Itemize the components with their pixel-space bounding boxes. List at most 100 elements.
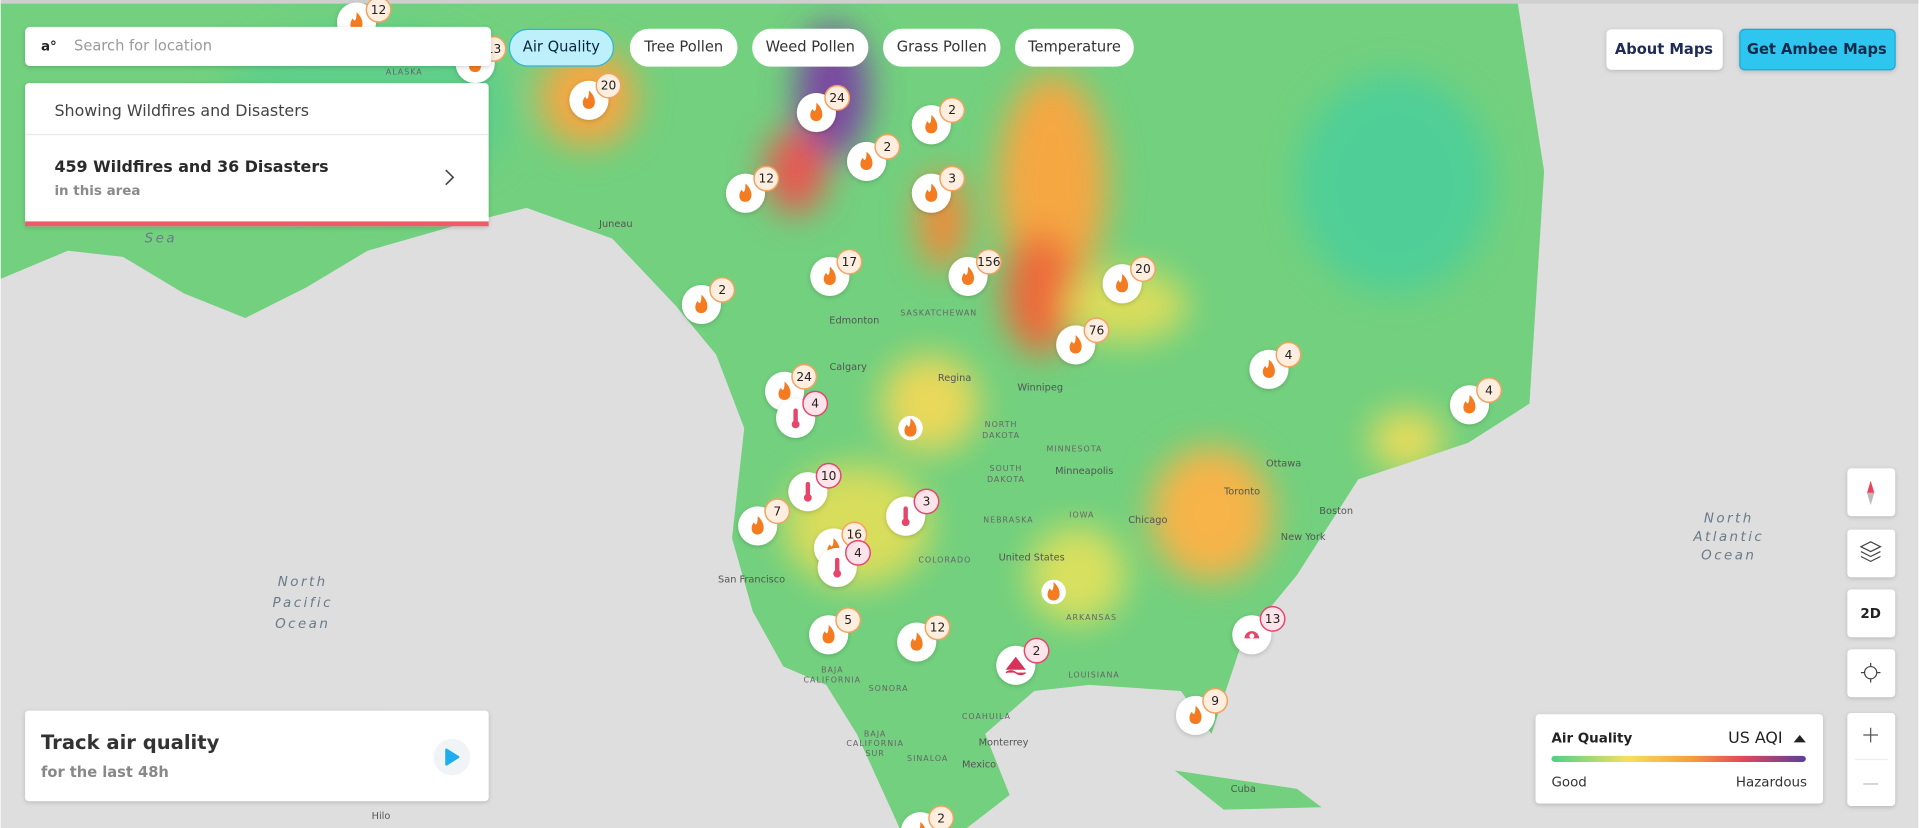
single-marker[interactable] (898, 415, 923, 441)
layers-button[interactable] (1847, 529, 1896, 578)
search-bar[interactable] (25, 26, 492, 67)
cluster-marker[interactable]: 156 (948, 248, 1002, 296)
cluster-marker[interactable]: 12 (725, 165, 780, 213)
cluster-marker[interactable]: 4 (1449, 377, 1503, 425)
marker-count[interactable]: 4 (1485, 383, 1493, 397)
cluster-marker[interactable]: 5 (809, 607, 862, 655)
cluster-marker[interactable]: 13 (1232, 605, 1286, 655)
unit-caret[interactable] (1793, 735, 1806, 743)
marker-count[interactable]: 2 (883, 140, 891, 154)
cluster-marker[interactable]: 20 (569, 72, 622, 120)
count-badge (939, 165, 966, 192)
map-label: Minneapolis (1055, 466, 1113, 477)
tab-label[interactable]: Air Quality (523, 39, 600, 56)
tab[interactable] (1015, 28, 1134, 67)
marker-count[interactable]: 2 (1033, 644, 1041, 658)
locate-button[interactable] (1847, 649, 1896, 698)
marker-count[interactable]: 7 (773, 504, 781, 518)
cluster-marker[interactable]: 76 (1056, 317, 1110, 365)
count-badge (939, 97, 966, 124)
marker-count[interactable]: 2 (718, 283, 726, 297)
legend-unit[interactable]: US AQI (1728, 728, 1783, 747)
view-button[interactable] (1847, 589, 1896, 638)
map-label: North (278, 575, 328, 590)
tab[interactable] (508, 28, 614, 67)
cluster-marker[interactable]: 9 (1175, 687, 1229, 736)
tab[interactable] (883, 28, 1001, 67)
marker-count[interactable]: 20 (601, 79, 617, 93)
about-button[interactable] (1606, 29, 1723, 70)
marker-count[interactable]: 24 (796, 370, 812, 384)
marker-count[interactable]: 4 (811, 397, 819, 411)
cluster-marker[interactable]: 3 (911, 165, 966, 213)
cluster-marker[interactable]: 4 (1249, 341, 1302, 389)
single-marker[interactable] (1041, 579, 1066, 605)
count-badge (975, 248, 1002, 275)
tab[interactable] (752, 28, 869, 67)
marker-count[interactable]: 76 (1089, 323, 1105, 337)
marker-count[interactable]: 12 (758, 172, 774, 186)
cluster-marker[interactable]: 12 (897, 614, 951, 662)
cluster-marker[interactable]: 2 (911, 97, 966, 145)
marker-count[interactable]: 4 (854, 546, 862, 560)
cluster-marker[interactable]: 7 (738, 498, 791, 546)
marker-count[interactable]: 156 (977, 255, 1000, 269)
marker-count[interactable]: 12 (930, 621, 946, 635)
compass-north (1866, 480, 1875, 493)
map-label: NEBRASKA (983, 515, 1033, 524)
marker-count[interactable]: 24 (829, 91, 845, 105)
cluster-marker[interactable]: 24 (796, 84, 851, 133)
marker-count[interactable]: 2 (948, 103, 956, 117)
summary-title[interactable]: 459 Wildfires and 36 Disasters (54, 157, 328, 176)
tab[interactable] (629, 28, 738, 67)
marker-count[interactable]: 13 (1265, 612, 1281, 626)
marker-count[interactable]: 17 (842, 255, 858, 269)
cluster-marker[interactable]: 2 (996, 637, 1050, 685)
cluster-marker[interactable]: 17 (810, 248, 863, 296)
marker-count[interactable]: 20 (1135, 262, 1151, 276)
tab-label[interactable]: Grass Pollen (897, 39, 987, 56)
marker-count[interactable]: 5 (844, 613, 852, 627)
marker-count[interactable]: 16 (847, 528, 863, 542)
tab-label[interactable]: Tree Pollen (643, 39, 723, 56)
cluster-marker[interactable]: 20 (1102, 256, 1156, 304)
fire-icon (778, 381, 791, 400)
marker-count[interactable]: 2 (937, 811, 945, 825)
cluster-marker[interactable]: 2 (681, 276, 736, 325)
play-icon[interactable] (445, 748, 460, 766)
marker-count[interactable]: 9 (1211, 694, 1219, 708)
cluster-marker[interactable]: 2 (846, 133, 901, 182)
chevron[interactable] (445, 169, 455, 186)
panel-accent (25, 221, 489, 227)
marker-count[interactable]: 4 (1285, 348, 1293, 362)
get-button-label[interactable]: Get Ambee Maps (1747, 41, 1887, 58)
map-label: New York (1281, 532, 1326, 543)
marker-count[interactable]: 10 (821, 469, 837, 483)
marker-count[interactable]: 3 (923, 495, 931, 509)
marker-count[interactable]: 3 (948, 172, 956, 186)
cluster-marker[interactable]: 2 (901, 805, 955, 828)
map-label: Ocean (1701, 548, 1756, 563)
cluster-marker[interactable]: 4 (817, 539, 871, 588)
cluster-marker[interactable]: 10 (788, 462, 842, 512)
map-label: Toronto (1223, 487, 1260, 498)
count-badge (913, 488, 940, 515)
cluster-marker[interactable]: 3 (886, 488, 940, 536)
view-toggle[interactable]: 2D (1860, 607, 1881, 622)
tab-label[interactable]: Temperature (1027, 39, 1121, 56)
about-button-label[interactable]: About Maps (1615, 41, 1713, 58)
marker-count[interactable]: 12 (371, 3, 387, 17)
fire-icon (860, 151, 873, 171)
tab-label[interactable]: Weed Pollen (766, 39, 855, 56)
fire-icon (910, 632, 923, 651)
flood-icon (1005, 656, 1026, 676)
map-label: Ottawa (1266, 459, 1301, 470)
map-label: Juneau (598, 219, 632, 230)
count-badge (1476, 377, 1503, 404)
get-button[interactable] (1739, 28, 1896, 71)
zoom-in[interactable] (1863, 727, 1879, 743)
fire-icon (1262, 359, 1275, 378)
cluster-marker[interactable]: 4 (776, 390, 829, 438)
search-placeholder[interactable]: Search for location (74, 37, 212, 54)
